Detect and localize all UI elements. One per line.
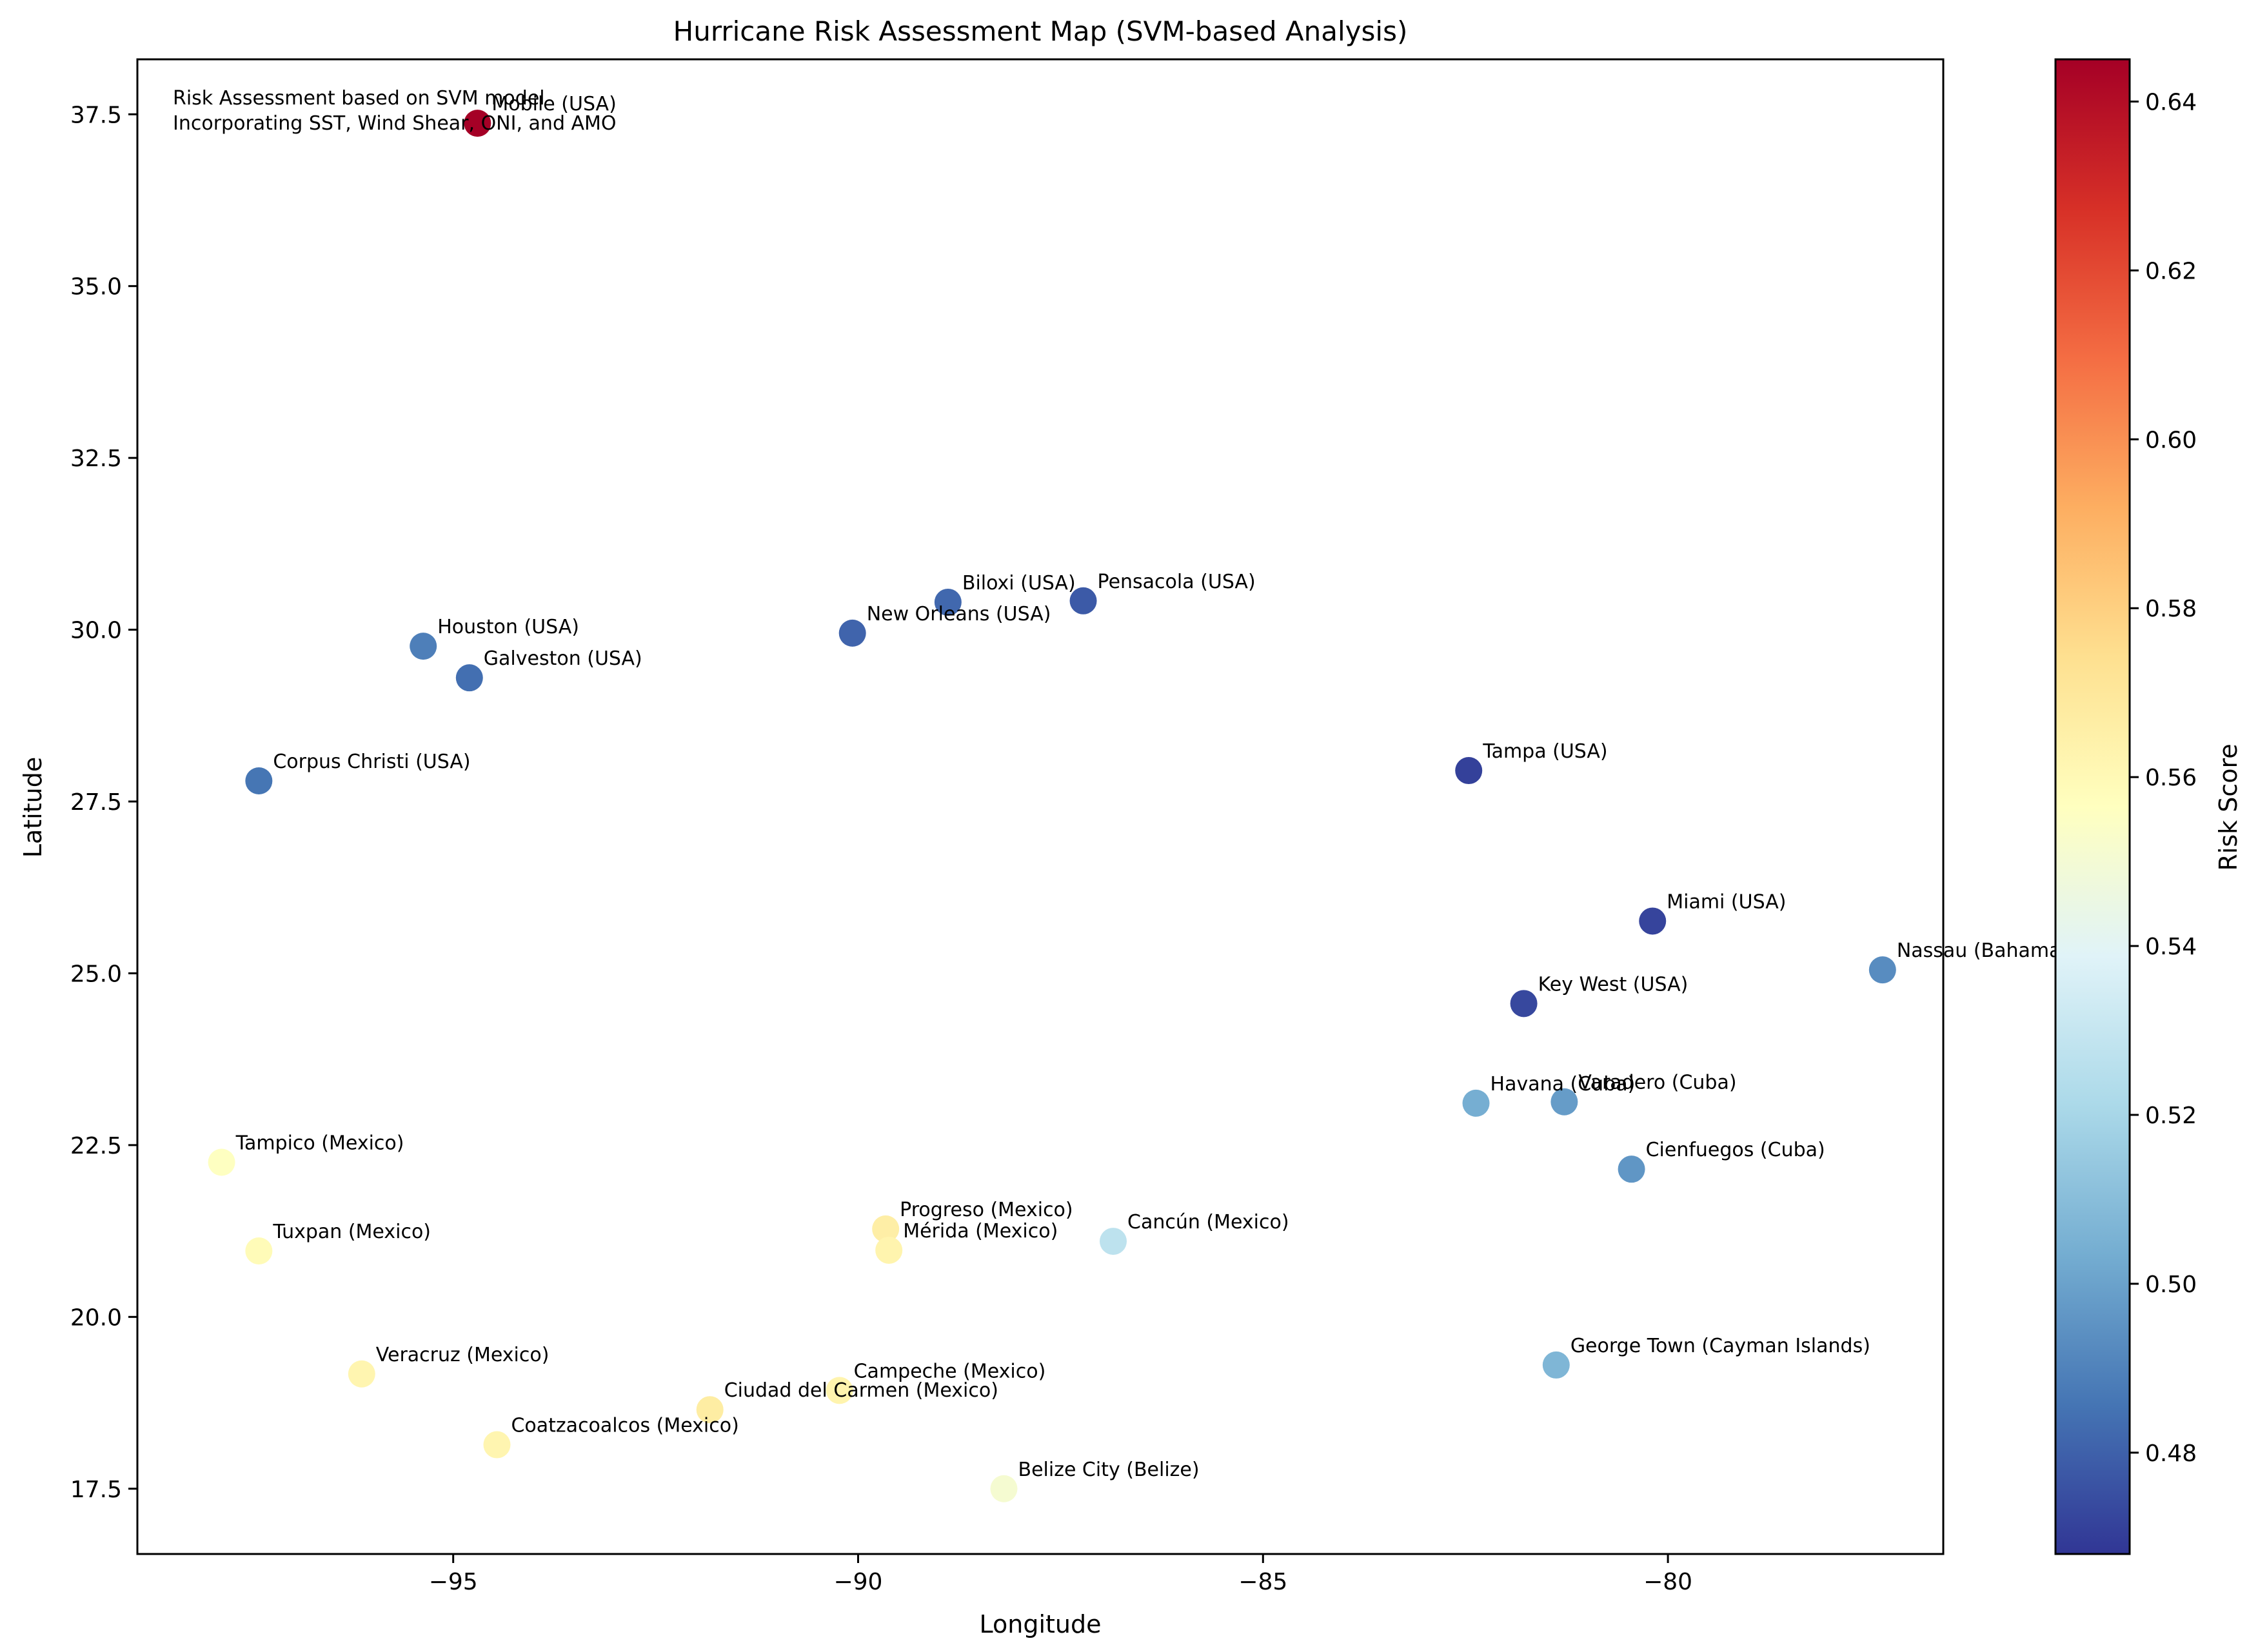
colorbar-tick-label: 0.48: [2145, 1441, 2197, 1467]
y-tick-label: 37.5: [70, 102, 122, 128]
scatter-point: [872, 1215, 900, 1243]
colorbar-label: Risk Score: [2214, 743, 2243, 870]
point-label: Miami (USA): [1667, 890, 1786, 913]
annotation-line-2: Incorporating SST, Wind Shear, ONI, and …: [173, 112, 617, 135]
colorbar-tick-label: 0.50: [2145, 1272, 2197, 1298]
scatter-point: [483, 1431, 511, 1459]
x-tick-label: −80: [1643, 1569, 1692, 1595]
scatter-point: [1639, 907, 1667, 935]
point-label: Tampa (USA): [1482, 740, 1607, 763]
x-tick-label: −95: [429, 1569, 478, 1595]
point-label: Progreso (Mexico): [900, 1199, 1073, 1221]
scatter-point: [934, 588, 962, 616]
colorbar-tick-label: 0.60: [2145, 427, 2197, 453]
y-tick-label: 27.5: [70, 789, 122, 816]
x-tick-label: −90: [833, 1569, 882, 1595]
colorbar-tick-label: 0.58: [2145, 596, 2197, 622]
point-label: Corpus Christi (USA): [273, 751, 470, 773]
point-label: Cancún (Mexico): [1127, 1211, 1289, 1234]
y-tick-label: 22.5: [70, 1133, 122, 1159]
scatter-point: [208, 1148, 235, 1176]
scatter-point: [990, 1475, 1018, 1502]
y-tick-label: 20.0: [70, 1304, 122, 1331]
point-label: George Town (Cayman Islands): [1570, 1335, 1870, 1357]
point-label: Veracruz (Mexico): [376, 1344, 550, 1366]
point-label: Biloxi (USA): [962, 572, 1076, 595]
scatter-point: [410, 633, 437, 660]
point-label: Mérida (Mexico): [903, 1220, 1058, 1243]
colorbar-tick-label: 0.62: [2145, 258, 2197, 284]
point-label: Cienfuegos (Cuba): [1646, 1139, 1825, 1161]
scatter-point: [348, 1360, 375, 1388]
y-axis: 17.5 20.0 22.5 25.0 27.5 30.0 32.5 35.0 37.5: [70, 102, 137, 1503]
x-axis-label: Longitude: [980, 1610, 1102, 1638]
point-labels: Mobile (USA) Houston (USA) Galveston (USA)…: [235, 93, 2079, 1481]
scatter-point: [1069, 587, 1097, 615]
point-label: Belize City (Belize): [1018, 1459, 1199, 1481]
colorbar-tick-label: 0.64: [2145, 89, 2197, 115]
point-label: Tampico (Mexico): [235, 1132, 404, 1155]
colorbar-tick-label: 0.56: [2145, 765, 2197, 791]
scatter-point: [1542, 1351, 1570, 1379]
colorbar: 0.48 0.50 0.52 0.54 0.56 0.58 0.60 0.62 0.64 Ris…: [2054, 58, 2243, 1555]
colorbar-tick-label: 0.54: [2145, 934, 2197, 960]
annotation-line-1: Risk Assessment based on SVM model: [173, 87, 545, 110]
point-label: Pensacola (USA): [1098, 571, 1256, 593]
point-label: Havana (Cuba): [1490, 1073, 1636, 1096]
scatter-point: [1550, 1088, 1578, 1116]
chart-title: Hurricane Risk Assessment Map (SVM-based…: [673, 15, 1408, 47]
scatter-point: [1100, 1228, 1127, 1255]
y-axis-label: Latitude: [19, 757, 47, 858]
point-label: Campeche (Mexico): [854, 1360, 1046, 1382]
scatter-point: [464, 110, 491, 137]
point-label: Key West (USA): [1538, 973, 1689, 996]
colorbar-tick-label: 0.52: [2145, 1103, 2197, 1129]
y-tick-label: 35.0: [70, 274, 122, 300]
point-label: New Orleans (USA): [867, 603, 1051, 625]
point-label: Varadero (Cuba): [1578, 1072, 1736, 1094]
scatter-point: [1455, 757, 1483, 785]
scatter-point: [245, 767, 273, 795]
y-tick-label: 32.5: [70, 446, 122, 472]
scatter-point: [838, 619, 866, 647]
scatter-point: [1868, 956, 1896, 984]
point-label: Coatzacoalcos (Mexico): [511, 1415, 738, 1437]
x-tick-label: −85: [1238, 1569, 1287, 1595]
point-label: Nassau (Bahamas): [1897, 939, 2079, 962]
scatter-point: [696, 1396, 724, 1424]
y-tick-label: 25.0: [70, 961, 122, 987]
scatter-point: [1462, 1089, 1490, 1117]
scatter-point: [1510, 990, 1538, 1018]
point-label: Mobile (USA): [491, 93, 616, 115]
point-label: Ciudad del Carmen (Mexico): [724, 1379, 998, 1402]
point-label: Galveston (USA): [484, 647, 642, 670]
scatter-points: [208, 110, 1896, 1502]
scatter-point: [245, 1237, 273, 1265]
y-tick-label: 30.0: [70, 618, 122, 644]
colorbar-ticks: 0.48 0.50 0.52 0.54 0.56 0.58 0.60 0.62 0.64: [2130, 89, 2197, 1467]
scatter-point: [1618, 1155, 1645, 1183]
plot-frame: [136, 58, 1945, 1555]
scatter-point: [826, 1377, 853, 1404]
x-axis: −95 −90 −85 −80: [429, 1554, 1692, 1595]
point-label: Houston (USA): [437, 616, 579, 638]
point-label: Tuxpan (Mexico): [272, 1221, 431, 1243]
y-tick-label: 17.5: [70, 1477, 122, 1503]
colorbar-gradient: [2054, 58, 2131, 1555]
scatter-point: [875, 1236, 903, 1264]
scatter-point: [455, 664, 483, 692]
